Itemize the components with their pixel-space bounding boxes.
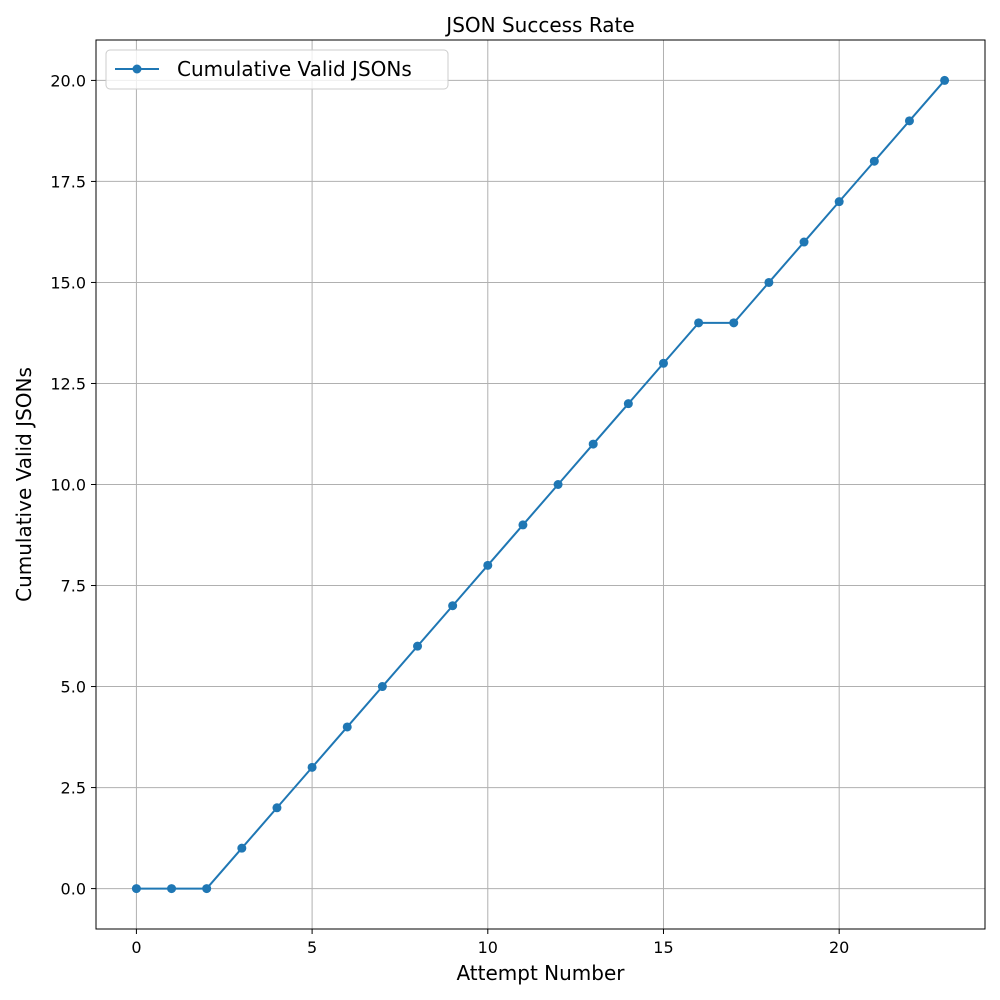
legend-label: Cumulative Valid JSONs: [177, 57, 412, 81]
data-point: [237, 843, 247, 853]
y-axis-label: Cumulative Valid JSONs: [12, 367, 36, 602]
data-point: [834, 197, 844, 207]
data-point: [799, 237, 809, 247]
data-point: [202, 884, 212, 894]
y-tick-label: 5.0: [61, 678, 86, 697]
data-point: [272, 803, 282, 813]
x-tick-label: 10: [478, 938, 498, 957]
y-tick-label: 12.5: [50, 374, 86, 393]
data-point: [940, 75, 950, 85]
chart-title: JSON Success Rate: [444, 13, 634, 37]
y-tick-label: 17.5: [50, 172, 86, 191]
data-point: [167, 884, 177, 894]
grid: [96, 40, 985, 929]
data-point: [342, 722, 352, 732]
data-point: [413, 641, 423, 651]
x-tick-label: 0: [131, 938, 141, 957]
legend: Cumulative Valid JSONs: [105, 49, 449, 90]
data-point: [483, 560, 493, 570]
data-point: [518, 520, 528, 530]
data-point: [764, 277, 774, 287]
ticks: 0 5 10 15 20 0.0 2.5 5.0 7.5 10.0 12.5 15.0 17.5 20.0: [50, 71, 849, 957]
x-tick-label: 20: [829, 938, 849, 957]
y-tick-label: 10.0: [50, 476, 86, 495]
y-tick-label: 2.5: [61, 779, 86, 798]
x-tick-label: 5: [307, 938, 317, 957]
data-point: [904, 116, 914, 126]
data-point: [729, 318, 739, 328]
legend-marker-swatch: [132, 64, 142, 74]
y-tick-label: 0.0: [61, 880, 86, 899]
data-point: [448, 601, 458, 611]
data-point: [131, 884, 141, 894]
y-tick-label: 20.0: [50, 71, 86, 90]
series-line: [136, 79, 946, 890]
data-point: [377, 682, 387, 692]
y-tick-label: 7.5: [61, 577, 86, 596]
data-point: [869, 156, 879, 166]
data-point: [694, 318, 704, 328]
y-tick-label: 15.0: [50, 273, 86, 292]
legend-box: [105, 49, 449, 90]
series-layer: [131, 75, 950, 894]
data-point: [588, 439, 598, 449]
data-point: [553, 480, 563, 489]
x-axis-label: Attempt Number: [456, 961, 625, 985]
data-point: [623, 399, 633, 409]
data-point: [307, 762, 317, 772]
x-tick-label: 15: [653, 938, 673, 957]
data-point: [658, 358, 668, 368]
